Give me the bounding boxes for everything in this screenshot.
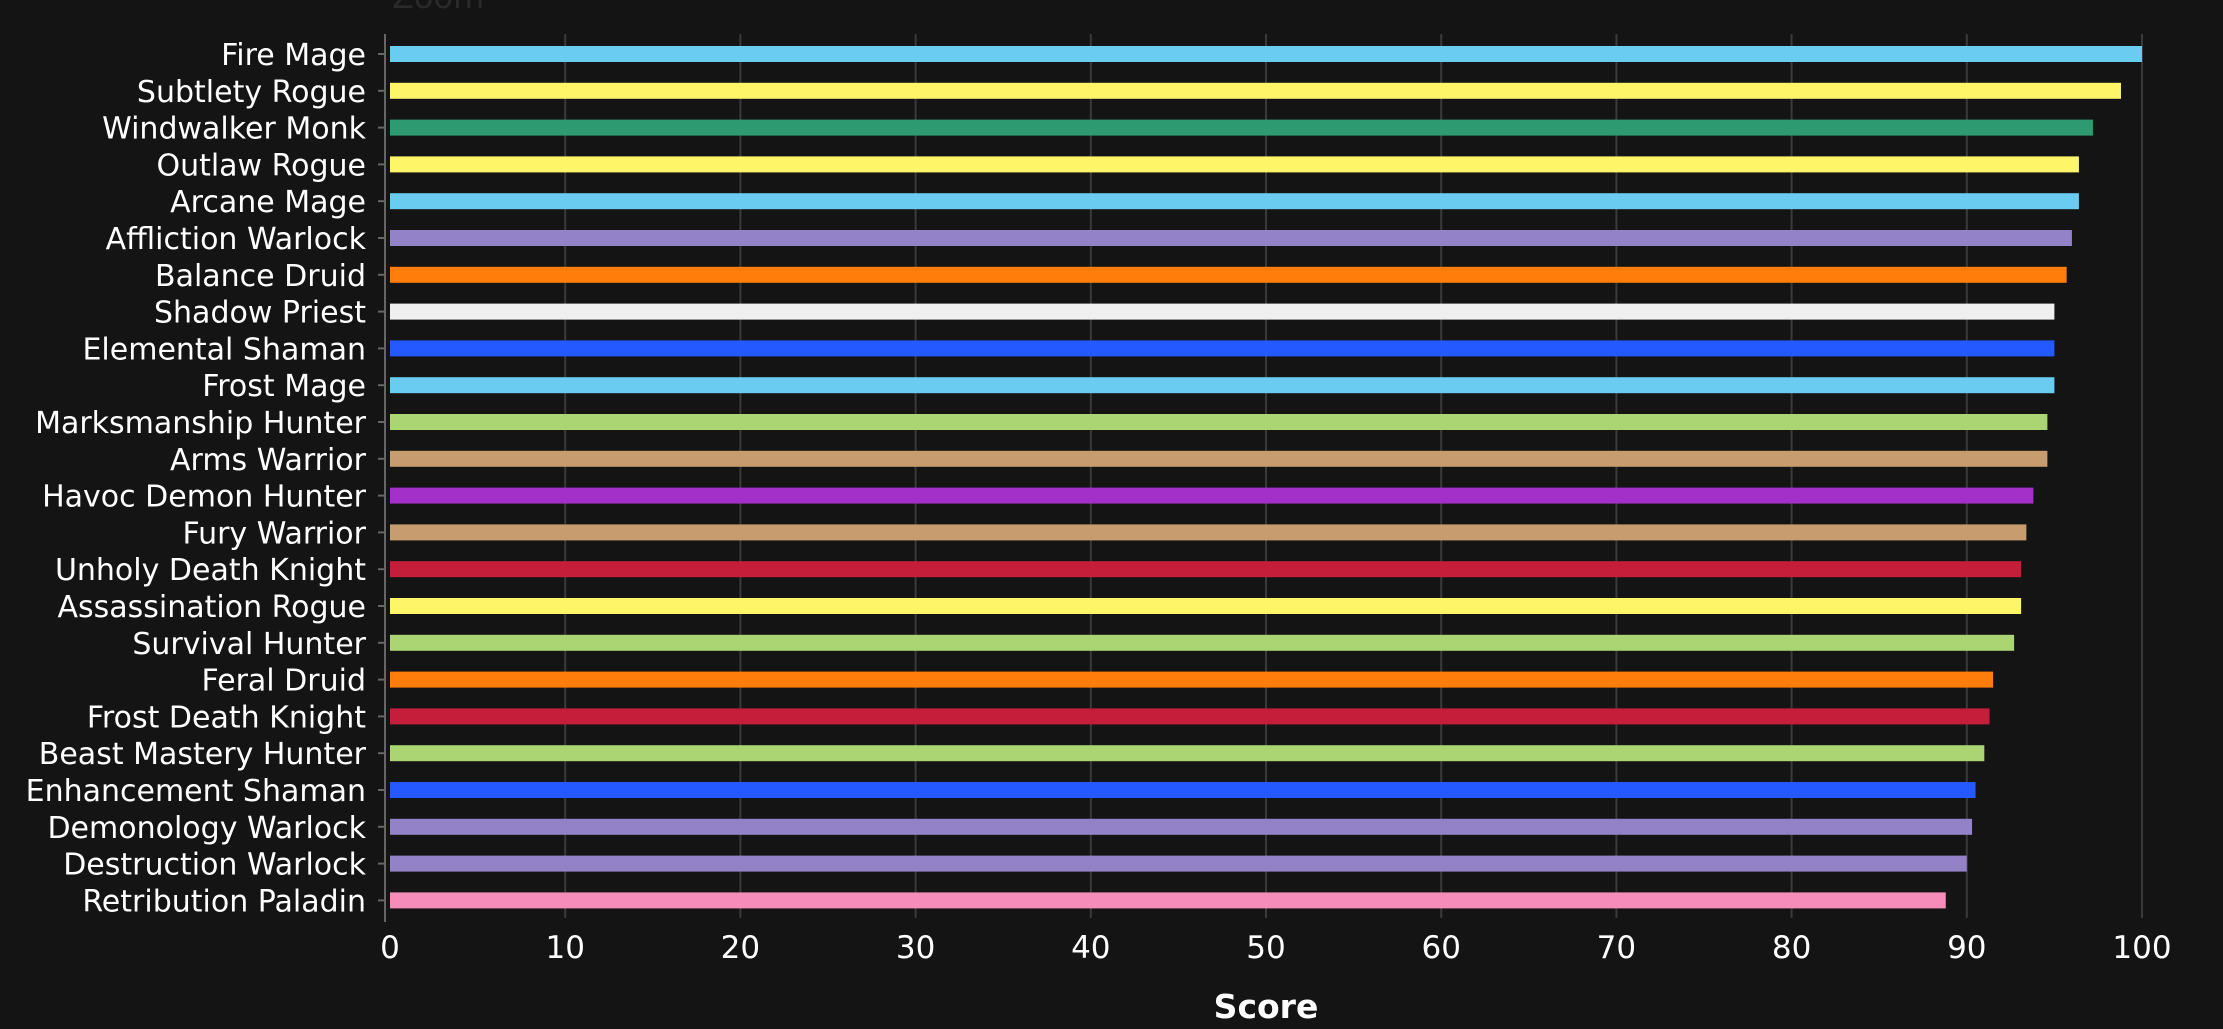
bar[interactable]: [390, 487, 2034, 504]
bar[interactable]: [390, 708, 1990, 725]
category-label: Outlaw Rogue: [156, 148, 366, 183]
bar[interactable]: [390, 156, 2079, 173]
bar[interactable]: [390, 524, 2027, 541]
category-label: Havoc Demon Hunter: [42, 480, 367, 515]
category-label: Retribution Paladin: [82, 884, 366, 919]
x-tick-label: 50: [1246, 930, 1285, 966]
bar[interactable]: [390, 266, 2067, 283]
grid-lines: [564, 34, 2143, 918]
x-tick-labels: 0 10 20 30 40 50 60 70 80 90 100: [380, 930, 2171, 966]
category-label: Windwalker Monk: [102, 112, 367, 147]
x-tick-label: 60: [1421, 930, 1460, 966]
category-label: Fire Mage: [221, 38, 366, 73]
bar[interactable]: [390, 892, 1946, 909]
bar[interactable]: [390, 598, 2022, 614]
bar[interactable]: [390, 671, 1994, 688]
x-tick-label: 90: [1947, 930, 1986, 966]
category-label: Assassination Rogue: [57, 590, 366, 625]
category-label: Destruction Warlock: [63, 848, 366, 883]
x-tick-label: 80: [1772, 930, 1811, 966]
category-label: Frost Mage: [202, 369, 366, 404]
bar[interactable]: [390, 782, 1976, 798]
category-label: Frost Death Knight: [87, 700, 366, 735]
x-tick-label: 100: [2112, 930, 2171, 966]
bar[interactable]: [390, 414, 2048, 430]
category-label: Fury Warrior: [182, 516, 366, 551]
x-tick-label: 10: [545, 930, 584, 966]
bar[interactable]: [390, 230, 2072, 246]
category-label: Beast Mastery Hunter: [39, 737, 367, 772]
category-label: Feral Druid: [202, 664, 367, 699]
x-tick-label: 40: [1071, 930, 1110, 966]
bar[interactable]: [390, 340, 2055, 357]
bar[interactable]: [390, 193, 2079, 210]
category-label: Balance Druid: [155, 259, 366, 294]
category-label: Marksmanship Hunter: [35, 406, 367, 441]
category-label: Subtlety Rogue: [137, 75, 366, 110]
x-tick-label: 0: [380, 930, 400, 966]
bar[interactable]: [390, 745, 1985, 762]
bars: [390, 46, 2142, 909]
category-label: Demonology Warlock: [47, 811, 366, 846]
bar[interactable]: [390, 82, 2121, 99]
category-label: Enhancement Shaman: [26, 774, 366, 809]
bar[interactable]: [390, 561, 2022, 578]
category-label: Arcane Mage: [170, 185, 366, 220]
category-label: Shadow Priest: [154, 296, 366, 331]
category-label: Unholy Death Knight: [55, 553, 366, 588]
bar[interactable]: [390, 634, 2015, 651]
bar[interactable]: [390, 450, 2048, 467]
bar[interactable]: [390, 855, 1967, 872]
category-label: Arms Warrior: [170, 443, 367, 478]
x-tick-label: 30: [896, 930, 935, 966]
zoom-label[interactable]: Zoom: [392, 0, 484, 16]
bar[interactable]: [390, 303, 2055, 320]
category-label: Survival Hunter: [132, 627, 366, 662]
x-tick-label: 20: [721, 930, 760, 966]
category-label: Elemental Shaman: [82, 332, 366, 367]
bar[interactable]: [390, 377, 2055, 394]
x-tick-label: 70: [1597, 930, 1636, 966]
category-label: Affliction Warlock: [106, 222, 367, 257]
bar[interactable]: [390, 46, 2142, 62]
axes: [378, 34, 386, 922]
bar[interactable]: [390, 818, 1973, 835]
x-axis-title: Score: [1214, 987, 1319, 1026]
bar[interactable]: [390, 119, 2093, 136]
